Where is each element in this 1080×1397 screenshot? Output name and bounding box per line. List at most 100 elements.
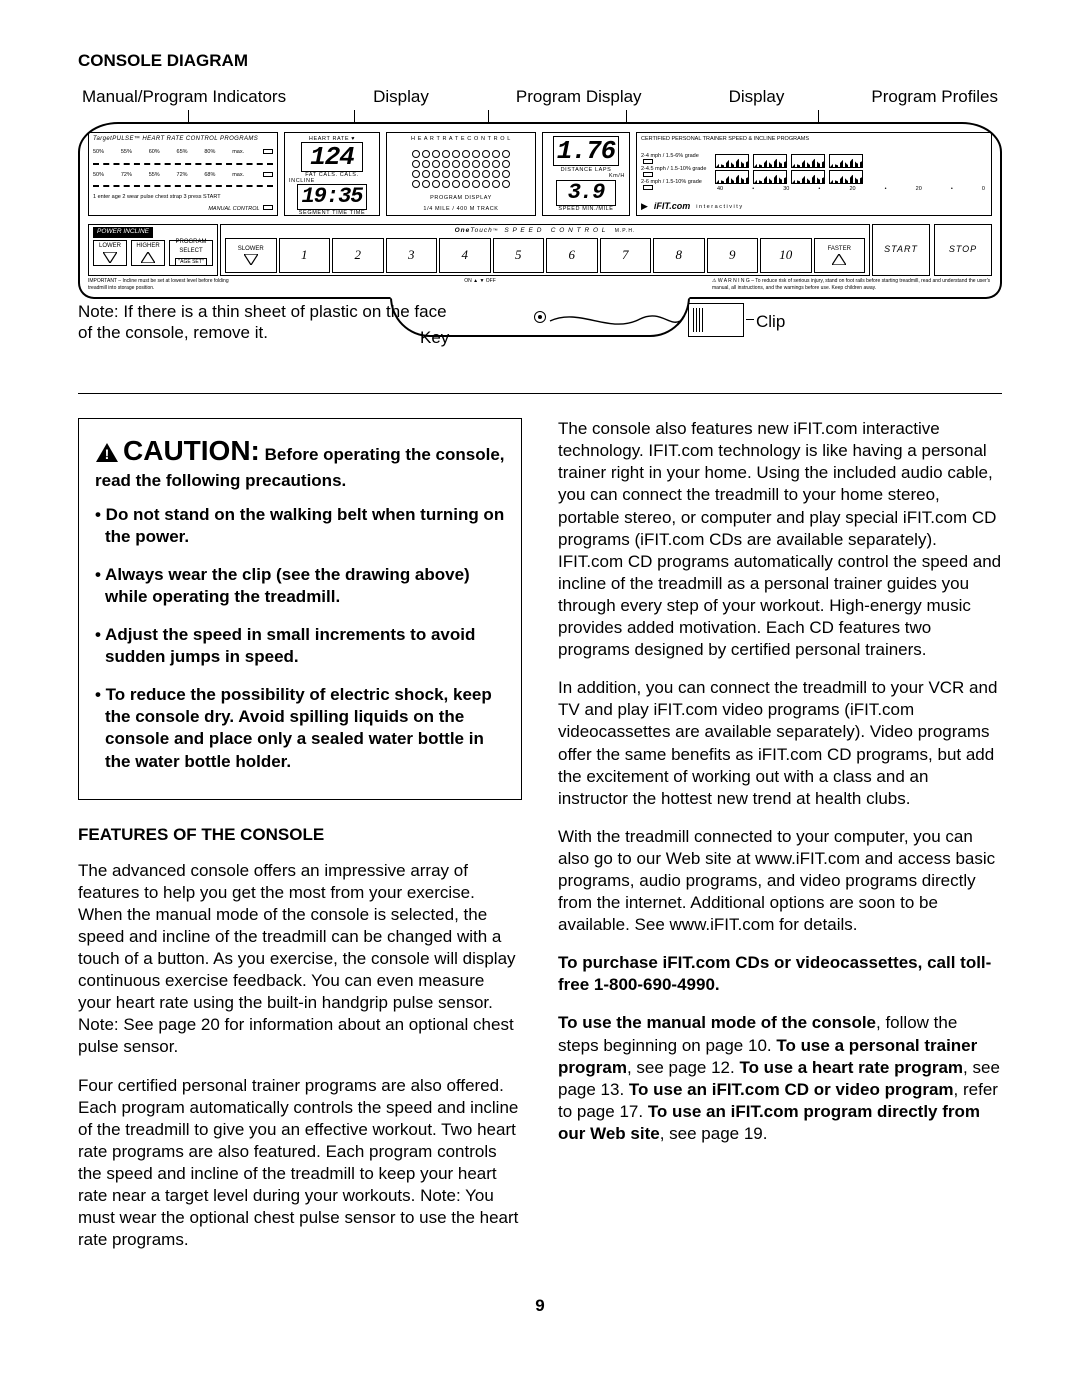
divider <box>78 393 1002 394</box>
ifit-para-2: In addition, you can connect the treadmi… <box>558 677 1002 810</box>
hrc-title: H E A R T R A T E C O N T R O L <box>411 136 511 142</box>
speed-4-button[interactable]: 4 <box>439 238 491 274</box>
pct: 50% <box>93 172 104 178</box>
pct: 68% <box>204 172 215 178</box>
clip-icon <box>688 303 744 337</box>
pct: 80% <box>204 149 215 155</box>
indicator-icon <box>263 149 273 154</box>
pct-max: max. <box>232 172 244 178</box>
key-label: Key <box>420 327 449 349</box>
power-incline-block: POWER INCLINE LOWER HIGHER PROGRAM SELEC… <box>88 224 218 276</box>
pulse-steps: 1 enter age 2 wear pulse chest strap 3 p… <box>93 194 273 200</box>
on-off-note: ON ▲ ▼ OFF <box>464 278 496 291</box>
speed-9-button[interactable]: 9 <box>707 238 759 274</box>
lanyard-icon <box>550 313 680 333</box>
indicator-icon <box>643 159 653 164</box>
speed-10-button[interactable]: 10 <box>760 238 812 274</box>
speed-faster-button[interactable]: FASTER <box>814 238 866 274</box>
warning-icon: ! <box>95 442 119 469</box>
speed-control-title: S P E E D C O N T R O L M.P.H. <box>504 227 635 234</box>
caution-box: ! CAUTION: Before operating the console,… <box>78 418 522 799</box>
power-incline-title: POWER INCLINE <box>93 227 153 237</box>
indicator-icon <box>263 172 273 177</box>
caution-bullet-3: • Adjust the speed in small increments t… <box>95 624 505 668</box>
speed-2-button[interactable]: 2 <box>332 238 384 274</box>
start-button[interactable]: START <box>872 224 930 276</box>
speed-8-button[interactable]: 8 <box>653 238 705 274</box>
caution-bullet-4: • To reduce the possibility of electric … <box>95 684 505 772</box>
start-stop-block: START STOP <box>872 224 992 276</box>
upper-display-strip: TargetPULSE™ HEART RATE CONTROL PROGRAMS… <box>88 132 992 216</box>
lcd-heart-rate: 124 <box>301 142 363 172</box>
ifit-para-3: With the treadmill connected to your com… <box>558 826 1002 936</box>
caution-bullet-1: • Do not stand on the walking belt when … <box>95 504 505 548</box>
page-title: CONSOLE DIAGRAM <box>78 50 1002 72</box>
features-para-2: Four certified personal trainer programs… <box>78 1075 522 1252</box>
stop-button[interactable]: STOP <box>934 224 992 276</box>
profiles-title: CERTIFIED PERSONAL TRAINER SPEED & INCLI… <box>641 136 987 142</box>
zone-program-display: H E A R T R A T E C O N T R O L PROGRAM … <box>386 132 536 216</box>
console-panel: TargetPULSE™ HEART RATE CONTROL PROGRAMS… <box>78 122 1002 299</box>
clip-label: Clip <box>756 311 785 333</box>
warning-note: ⚠ W A R N I N G – To reduce risk of seri… <box>712 278 992 291</box>
indicator-icon <box>643 185 653 190</box>
pct: 72% <box>177 172 188 178</box>
track-label: 1/4 MILE / 400 M TRACK <box>423 206 498 212</box>
manual-control-label: MANUAL CONTROL <box>93 205 273 212</box>
speed-5-button[interactable]: 5 <box>493 238 545 274</box>
ifit-logo: iFIT.com <box>654 202 690 212</box>
segment-time-label: SEGMENT TIME TIME <box>299 210 365 216</box>
ifit-para-1: The console also features new iFIT.com i… <box>558 418 1002 661</box>
pct: 55% <box>149 172 160 178</box>
zone-display-1: HEART RATE ♥ 124 FAT CALS. CALS. INCLINE… <box>284 132 380 216</box>
caution-bullet-2: • Always wear the clip (see the drawing … <box>95 564 505 608</box>
speed-minmile-label: SPEED MIN./MILE <box>558 206 613 212</box>
caution-bullets: • Do not stand on the walking belt when … <box>95 504 505 773</box>
speed-6-button[interactable]: 6 <box>546 238 598 274</box>
speed-slower-button[interactable]: SLOWER <box>225 238 277 274</box>
plastic-sheet-note: Note: If there is a thin sheet of plasti… <box>78 301 448 344</box>
incline-higher-button[interactable]: HIGHER <box>131 240 165 266</box>
program-select-button[interactable]: PROGRAM SELECT "AGE SET" <box>169 240 213 266</box>
pct: 55% <box>121 149 132 155</box>
diagram-labels: Manual/Program Indicators Display Progra… <box>78 86 1002 108</box>
speed-1-button[interactable]: 1 <box>279 238 331 274</box>
safety-key-icon <box>534 311 546 323</box>
lower-button-strip: POWER INCLINE LOWER HIGHER PROGRAM SELEC… <box>88 224 992 276</box>
lcd-time: 19:35 <box>297 184 366 210</box>
pulse-row-2: 50% 72% 55% 72% 68% max. <box>93 172 273 178</box>
label-manual-program: Manual/Program Indicators <box>82 86 286 108</box>
body-columns: ! CAUTION: Before operating the console,… <box>78 418 1002 1267</box>
label-program-display: Program Display <box>516 86 642 108</box>
page-number: 9 <box>78 1295 1002 1317</box>
zone-display-2: 1.76 DISTANCE LAPS Km/H 3.9 SPEED MIN./M… <box>542 132 630 216</box>
zone-profiles: CERTIFIED PERSONAL TRAINER SPEED & INCLI… <box>636 132 992 216</box>
distance-laps-label: DISTANCE LAPS <box>561 167 612 173</box>
program-dot-matrix <box>412 150 510 188</box>
features-para-1: The advanced console offers an impressiv… <box>78 860 522 1059</box>
key-clip-area: Note: If there is a thin sheet of plasti… <box>78 297 1002 367</box>
left-column: ! CAUTION: Before operating the console,… <box>78 418 522 1267</box>
age-set-label: "AGE SET" <box>175 258 206 267</box>
important-note: IMPORTANT – Incline must be set at lowes… <box>88 278 248 291</box>
speed-7-button[interactable]: 7 <box>600 238 652 274</box>
pct: 72% <box>121 172 132 178</box>
pct: 60% <box>149 149 160 155</box>
indicator-icon <box>643 172 653 177</box>
profile-graphs <box>715 154 987 168</box>
console-footnotes: IMPORTANT – Incline must be set at lowes… <box>88 278 992 291</box>
speed-3-button[interactable]: 3 <box>386 238 438 274</box>
zone-target-pulse: TargetPULSE™ HEART RATE CONTROL PROGRAMS… <box>88 132 278 216</box>
program-display-label: PROGRAM DISPLAY <box>430 195 492 201</box>
lcd-speed: 3.9 <box>556 180 616 206</box>
pulse-row-1: 50% 55% 60% 65% 80% max. <box>93 149 273 155</box>
target-pulse-title: TargetPULSE™ HEART RATE CONTROL PROGRAMS <box>93 136 273 143</box>
incline-lower-button[interactable]: LOWER <box>93 240 127 266</box>
kmh-label: Km/H <box>609 173 625 179</box>
speed-control-block: OneTouch™ OneTouch™ S P E E D C O N T R … <box>220 224 870 276</box>
features-heading: FEATURES OF THE CONSOLE <box>78 824 522 846</box>
right-column: The console also features new iFIT.com i… <box>558 418 1002 1267</box>
pct-max: max. <box>232 149 244 155</box>
label-program-profiles: Program Profiles <box>871 86 998 108</box>
pct: 65% <box>177 149 188 155</box>
